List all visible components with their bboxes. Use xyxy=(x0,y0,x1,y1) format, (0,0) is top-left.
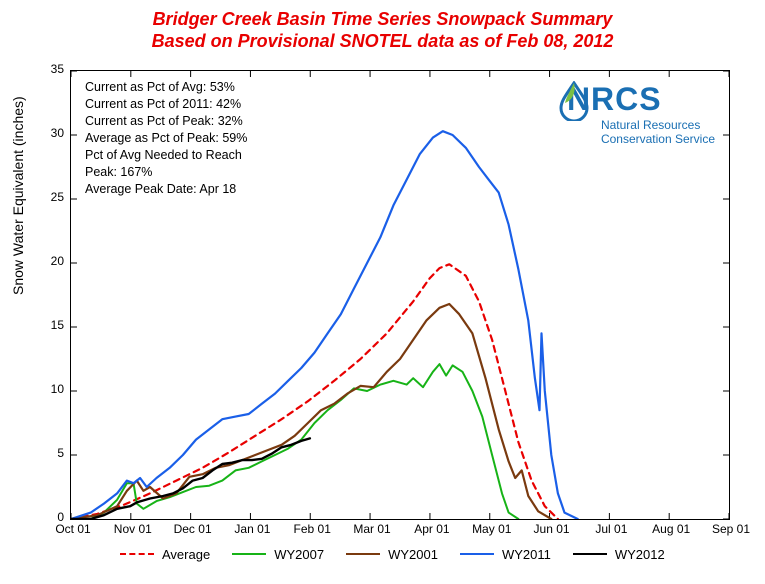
legend-label: WY2007 xyxy=(274,547,324,562)
legend-swatch xyxy=(460,553,494,555)
legend-item-wy2012: WY2012 xyxy=(573,547,665,562)
y-tick-label: 25 xyxy=(34,190,64,204)
y-axis-label: Snow Water Equivalent (inches) xyxy=(10,96,26,295)
chart-title: Bridger Creek Basin Time Series Snowpack… xyxy=(0,8,765,52)
legend-swatch xyxy=(232,553,266,555)
nrcs-logo: NRCS Natural Resources Conservation Serv… xyxy=(557,81,715,146)
x-tick-label: Oct 01 xyxy=(48,522,98,536)
logo-sub2: Conservation Service xyxy=(601,132,715,146)
legend-swatch xyxy=(346,553,380,555)
y-tick-label: 30 xyxy=(34,126,64,140)
droplet-icon xyxy=(557,81,591,121)
stats-box: Current as Pct of Avg: 53% Current as Pc… xyxy=(85,79,247,198)
series-wy2012 xyxy=(71,438,310,519)
series-wy2001 xyxy=(71,304,551,519)
series-average xyxy=(71,264,558,519)
legend-item-wy2001: WY2001 xyxy=(346,547,438,562)
legend-swatch xyxy=(120,553,154,555)
y-tick-label: 0 xyxy=(34,510,64,524)
series-wy2007 xyxy=(71,364,518,519)
legend-item-wy2011: WY2011 xyxy=(460,547,551,562)
y-tick-label: 5 xyxy=(34,446,64,460)
logo-sub1: Natural Resources xyxy=(601,118,715,132)
legend-item-wy2007: WY2007 xyxy=(232,547,324,562)
y-tick-label: 15 xyxy=(34,318,64,332)
y-tick-label: 10 xyxy=(34,382,64,396)
legend-label: WY2011 xyxy=(502,547,551,562)
y-tick-label: 20 xyxy=(34,254,64,268)
title-line-1: Bridger Creek Basin Time Series Snowpack… xyxy=(153,9,613,29)
plot-area: Current as Pct of Avg: 53% Current as Pc… xyxy=(70,70,730,520)
y-tick-label: 35 xyxy=(34,62,64,76)
legend-label: WY2001 xyxy=(388,547,438,562)
chart-stage: Bridger Creek Basin Time Series Snowpack… xyxy=(0,0,765,584)
title-line-2: Based on Provisional SNOTEL data as of F… xyxy=(152,31,614,51)
legend: Average WY2007 WY2001 WY2011 WY2012 xyxy=(120,534,740,574)
legend-swatch xyxy=(573,553,607,555)
legend-item-average: Average xyxy=(120,547,210,562)
legend-label: WY2012 xyxy=(615,547,665,562)
legend-label: Average xyxy=(162,547,210,562)
